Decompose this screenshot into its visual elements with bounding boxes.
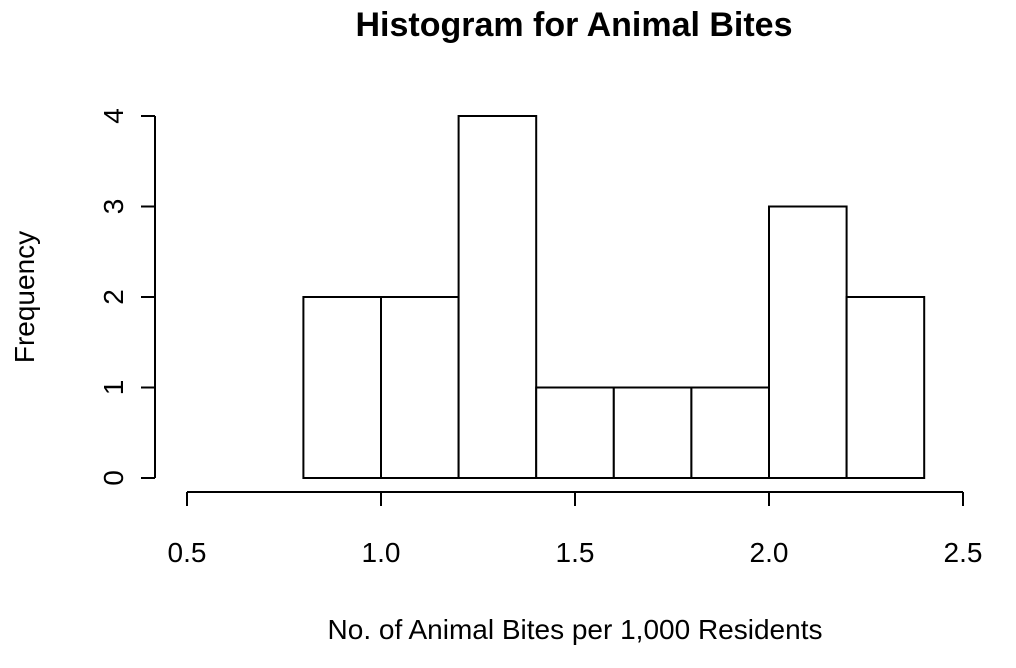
- histogram-bar: [302, 296, 382, 479]
- y-axis: 0 1 2 3 4: [98, 108, 156, 486]
- histogram-bar: [535, 386, 615, 479]
- x-axis: 0.5 1.0 1.5 2.0 2.5: [168, 491, 983, 568]
- x-tick-label: 1.0: [362, 537, 401, 568]
- histogram-bar: [380, 296, 460, 479]
- x-axis-label: No. of Animal Bites per 1,000 Residents: [328, 614, 823, 645]
- chart-title: Histogram for Animal Bites: [355, 6, 792, 44]
- histogram-bar: [690, 386, 771, 479]
- y-tick-label: 3: [98, 199, 129, 215]
- histogram-bar: [612, 386, 693, 479]
- y-axis-label: Frequency: [9, 231, 40, 363]
- x-tick-label: 0.5: [168, 537, 207, 568]
- y-tick-label: 0: [98, 470, 129, 486]
- x-tick-label: 1.5: [556, 537, 595, 568]
- x-tick-label: 2.0: [750, 537, 789, 568]
- bars-group: [302, 115, 926, 479]
- histogram-bar: [457, 115, 538, 479]
- histogram-bar: [768, 205, 848, 479]
- histogram-bar: [845, 296, 926, 479]
- x-tick-label: 2.5: [944, 537, 983, 568]
- y-tick-label: 4: [98, 108, 129, 124]
- y-tick-label: 2: [98, 289, 129, 305]
- y-tick-label: 1: [98, 380, 129, 396]
